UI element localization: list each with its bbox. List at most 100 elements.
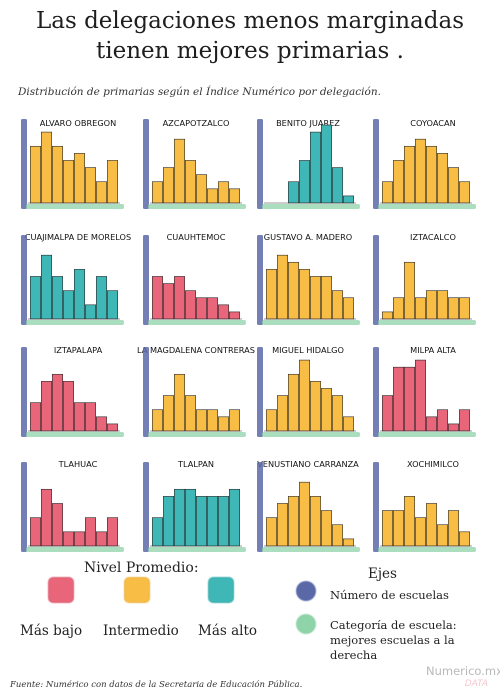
bar (320, 124, 332, 204)
bar (276, 395, 288, 432)
bar (218, 496, 230, 547)
y-axis-band (21, 235, 27, 325)
x-axis-band (26, 547, 124, 552)
x-axis-band (262, 432, 360, 437)
x-axis-band (148, 320, 246, 325)
bar (96, 276, 108, 320)
bar (152, 181, 164, 204)
bar (207, 297, 219, 320)
title-line-1: Las delegaciones menos marginadas (35, 8, 464, 34)
bar (40, 254, 52, 320)
panel-title: AZCAPOTZALCO (163, 118, 230, 128)
legend-swatch-high (208, 577, 234, 603)
bar (185, 160, 197, 204)
bar (425, 416, 437, 432)
y-axis-band (257, 347, 263, 437)
bar (403, 261, 415, 320)
panel-title: VENUSTIANO CARRANZA (257, 459, 359, 469)
bar (425, 145, 437, 204)
panel-title: LA MAGDALENA CONTRERAS (137, 345, 255, 355)
bar (196, 297, 208, 320)
bar (298, 481, 310, 547)
panel-title: COYOACAN (410, 118, 455, 128)
x-axis-band (26, 204, 124, 209)
x-axis-band (378, 547, 476, 552)
bar (414, 297, 426, 320)
bar (298, 359, 310, 432)
y-axis-band (257, 235, 263, 325)
bar (436, 153, 448, 204)
panel-title: CUAUHTEMOC (167, 232, 226, 242)
y-axis-legend-label: Número de escuelas (330, 588, 449, 602)
bar (229, 188, 241, 204)
y-axis-band (257, 462, 263, 552)
bar (342, 538, 354, 547)
bar (392, 510, 404, 547)
panel-title: IZTAPALAPA (54, 345, 103, 355)
bar (331, 524, 343, 547)
bar (320, 510, 332, 547)
bar (458, 181, 470, 204)
bar (107, 290, 119, 320)
bar (381, 395, 393, 432)
bar (447, 167, 459, 204)
bar (298, 269, 310, 320)
panel-title: TLAHUAC (58, 459, 98, 469)
bar (414, 359, 426, 432)
bar (331, 290, 343, 320)
bar (174, 138, 186, 204)
bar (447, 510, 459, 547)
panel-title: ALVARO OBREGON (40, 118, 117, 128)
panel-title: GUSTAVO A. MADERO (264, 232, 352, 242)
bar (414, 138, 426, 204)
bar (62, 160, 74, 204)
bar (381, 311, 393, 320)
legend-swatch-mid (124, 577, 150, 603)
bar (265, 517, 277, 547)
bar (447, 423, 459, 432)
bar (447, 297, 459, 320)
bar (229, 409, 241, 432)
source-note: Fuente: Numérico con datos de la Secreta… (10, 680, 303, 690)
y-axis-band (21, 119, 27, 209)
y-axis-band (373, 235, 379, 325)
x-axis-band (148, 432, 246, 437)
bar (152, 276, 164, 320)
bar (196, 409, 208, 432)
bar (85, 402, 97, 432)
bar (62, 381, 74, 432)
bar (74, 402, 86, 432)
bar (276, 503, 288, 547)
bar (174, 373, 186, 432)
bar (218, 181, 230, 204)
bar (392, 297, 404, 320)
panel-title: MIGUEL HIDALGO (272, 345, 344, 355)
bar (62, 290, 74, 320)
bar (74, 269, 86, 320)
bar (320, 388, 332, 432)
brand-logo: Numerico.mx (426, 664, 500, 678)
title-line-2: tienen mejores primarias . (96, 38, 404, 64)
bar (265, 269, 277, 320)
bar (436, 409, 448, 432)
bar (85, 304, 97, 320)
panel-title: MILPA ALTA (410, 345, 456, 355)
bar (29, 145, 41, 204)
bar (107, 423, 119, 432)
bar (287, 181, 299, 204)
bar (436, 290, 448, 320)
bar (458, 409, 470, 432)
charts-grid: ALVARO OBREGON AZCAPOTZALCO BENITO JUAREZ C… (21, 118, 476, 552)
bar (51, 276, 63, 320)
legend-label-high: Más alto (198, 623, 258, 639)
bar (163, 283, 175, 320)
bar (342, 195, 354, 204)
bar (29, 402, 41, 432)
bar (381, 510, 393, 547)
x-axis-band (148, 204, 246, 209)
bar (403, 496, 415, 547)
bar (218, 416, 230, 432)
bar (229, 488, 241, 547)
x-axis-band (26, 432, 124, 437)
panel-title: CUAJIMALPA DE MORELOS (25, 232, 131, 242)
